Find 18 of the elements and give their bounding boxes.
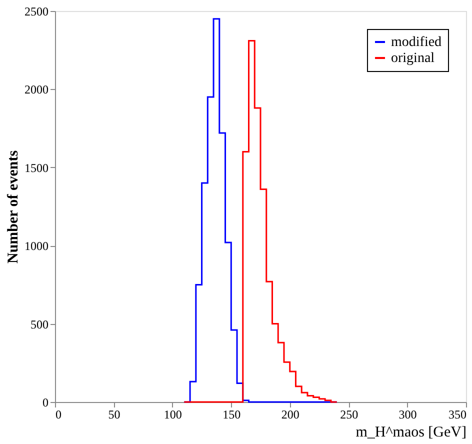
y-tick-label: 2000 bbox=[24, 82, 48, 97]
legend-label: original bbox=[391, 51, 435, 66]
x-tick-label: 350 bbox=[448, 408, 466, 422]
y-axis-title: Number of events bbox=[6, 150, 22, 264]
x-tick-label: 200 bbox=[281, 408, 300, 422]
y-tick-label: 1000 bbox=[24, 239, 48, 254]
legend-label: modified bbox=[391, 35, 442, 50]
x-tick-label: 0 bbox=[56, 408, 62, 422]
x-tick-label: 100 bbox=[164, 408, 182, 422]
x-tick-label: 50 bbox=[108, 408, 120, 422]
x-tick-label: 250 bbox=[340, 408, 358, 422]
y-tick-label: 0 bbox=[42, 396, 48, 410]
y-tick-label: 2500 bbox=[24, 4, 48, 18]
y-tick-label: 500 bbox=[30, 317, 48, 332]
x-tick-label: 300 bbox=[398, 408, 417, 422]
x-axis-title: m_H^maos [GeV] bbox=[356, 424, 466, 440]
y-tick-label: 1500 bbox=[24, 160, 48, 175]
x-tick-label: 150 bbox=[222, 408, 241, 422]
